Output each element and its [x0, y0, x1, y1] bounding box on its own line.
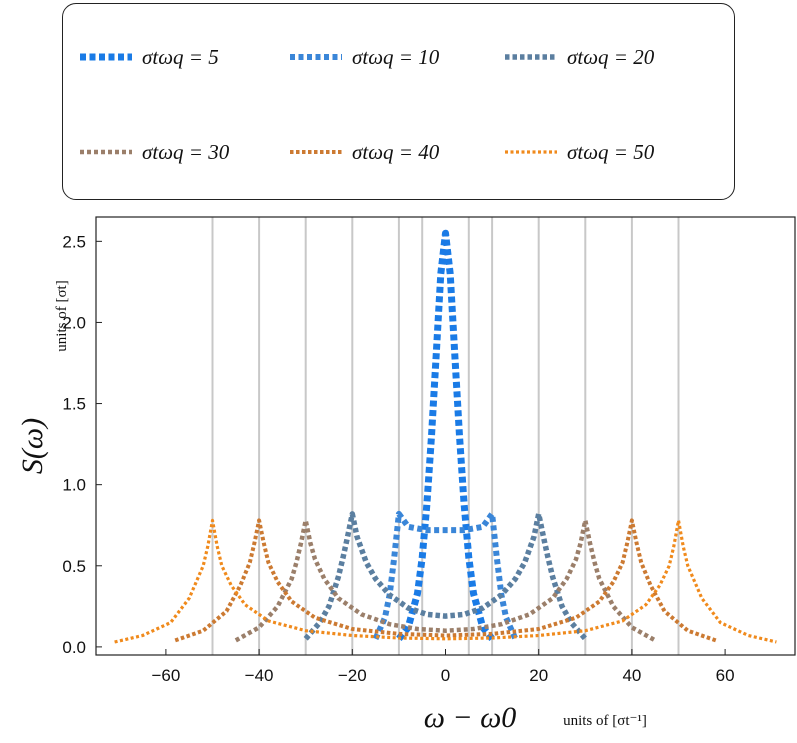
- legend-label-wq-20: σtωq = 20: [567, 45, 655, 69]
- y-tick-label: 1.5: [62, 395, 86, 414]
- legend-label-wq-50: σtωq = 50: [567, 140, 655, 164]
- x-tick-label: 20: [529, 666, 548, 685]
- series-line-wq-10: [372, 510, 519, 641]
- y-axis-label-group: S(ω) units of [σt]: [16, 280, 70, 474]
- legend-label-wq-10: σtωq = 10: [352, 45, 440, 69]
- vertical-gridlines: [211, 217, 680, 655]
- x-tick-label: −60: [151, 666, 180, 685]
- x-axis-label: ω − ω0: [424, 701, 517, 734]
- series-line-wq-5: [396, 229, 495, 642]
- legend-box: [62, 3, 735, 200]
- axis-ticks: −60 −40 −20 0 20 40 60 0.0 0.5 1.0 1.5 2.0 2.5: [62, 232, 734, 685]
- x-tick-label: 60: [716, 666, 735, 685]
- x-tick-label: 0: [441, 666, 450, 685]
- series-line-wq-20: [303, 511, 588, 641]
- y-tick-label: 0.5: [62, 557, 86, 576]
- series-line-wq-40: [174, 518, 717, 643]
- series-line-wq-50: [114, 518, 777, 644]
- legend-label-wq-40: σtωq = 40: [352, 140, 440, 164]
- x-tick-label: 40: [622, 666, 641, 685]
- axis-labels: S(ω) units of [σt] ω − ω0 units of [σt⁻¹]: [16, 280, 647, 734]
- legend: σtωq = 5 σtωq = 10 σtωq = 20 σtωq = 30 σtωq …: [80, 45, 655, 164]
- y-tick-label: 1.0: [62, 476, 86, 495]
- plot-frame: [95, 216, 796, 656]
- series-line-wq-30: [234, 518, 657, 643]
- legend-label-wq-5: σtωq = 5: [142, 45, 219, 69]
- x-tick-label: −20: [338, 666, 367, 685]
- legend-label-wq-30: σtωq = 30: [142, 140, 230, 164]
- y-tick-label: 2.5: [62, 232, 86, 251]
- x-tick-label: −40: [245, 666, 274, 685]
- y-axis-label: S(ω): [16, 418, 49, 474]
- series-lines: [114, 229, 777, 644]
- x-axis-units: units of [σt⁻¹]: [563, 713, 647, 729]
- y-axis-units: units of [σt]: [54, 280, 70, 351]
- y-tick-label: 2.0: [62, 313, 86, 332]
- y-tick-label: 0.0: [62, 638, 86, 657]
